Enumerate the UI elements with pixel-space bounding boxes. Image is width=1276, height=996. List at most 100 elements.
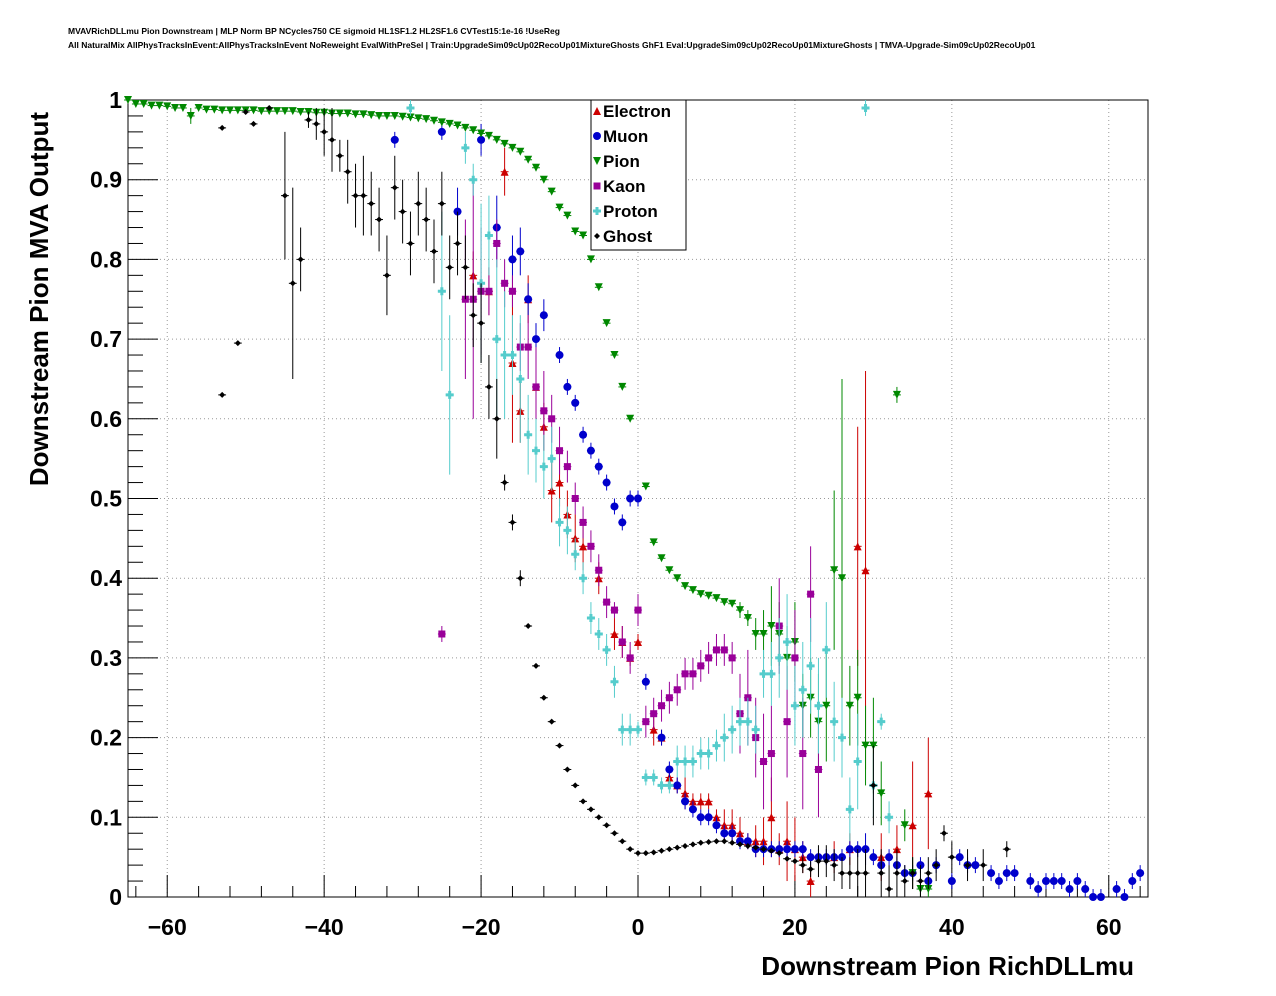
data-point-electron (767, 813, 776, 822)
data-point-proton (665, 781, 674, 790)
data-point-proton (806, 661, 815, 670)
legend-marker-proton (593, 207, 601, 215)
data-point-kaon (548, 415, 556, 423)
y-axis-label: Downstream Pion MVA Output (24, 112, 54, 486)
data-point-pion (665, 566, 674, 575)
data-point-ghost (548, 718, 555, 725)
data-point-ghost (862, 870, 869, 877)
data-point-ghost (391, 184, 398, 191)
data-point-pion (657, 554, 666, 563)
data-point-muon (1073, 877, 1082, 886)
data-point-proton (618, 725, 627, 734)
data-point-proton (877, 717, 886, 726)
data-point-pion (751, 629, 760, 638)
data-point-proton (547, 454, 556, 463)
data-point-proton (838, 733, 846, 742)
data-point-proton (681, 757, 690, 766)
data-point-ghost (493, 415, 500, 422)
data-point-kaon (689, 670, 697, 678)
data-point-pion (171, 103, 180, 112)
data-point-ghost (399, 208, 406, 215)
data-point-pion (892, 390, 901, 399)
data-point-ghost (650, 849, 657, 856)
data-point-pion (728, 599, 737, 608)
data-point-ghost (870, 782, 877, 789)
data-point-muon (539, 311, 548, 320)
data-point-pion (257, 107, 266, 116)
data-point-ghost (744, 842, 751, 849)
data-point-ghost (682, 842, 689, 849)
data-point-electron (696, 797, 705, 806)
data-point-ghost (784, 855, 791, 862)
data-point-kaon (681, 670, 689, 678)
data-point-electron (704, 797, 713, 806)
y-tick-label: 0 (109, 884, 122, 910)
data-point-kaon (783, 718, 791, 726)
data-point-pion (877, 789, 886, 798)
data-point-pion (178, 103, 187, 112)
data-point-electron (908, 821, 917, 830)
data-point-muon (641, 677, 650, 686)
data-point-ghost (658, 847, 665, 854)
data-point-kaon (697, 662, 705, 670)
data-point-ghost (431, 248, 437, 255)
data-point-pion (720, 598, 729, 607)
data-point-kaon (485, 287, 493, 295)
data-point-pion (563, 211, 572, 220)
data-point-proton (657, 781, 666, 790)
data-point-kaon (501, 279, 509, 287)
data-point-muon (712, 821, 721, 830)
data-point-pion (218, 106, 227, 115)
data-point-pion (461, 123, 470, 132)
x-axis-label: Downstream Pion RichDLLmu (761, 951, 1134, 981)
data-point-ghost (933, 862, 940, 869)
data-point-ghost (321, 128, 328, 135)
data-point-ghost (368, 200, 375, 207)
data-point-ghost (509, 519, 516, 526)
y-tick-label: 0.2 (90, 725, 122, 751)
series-electron (469, 147, 933, 897)
data-point-muon (1120, 893, 1129, 901)
data-point-muon (775, 845, 784, 854)
data-point-kaon (524, 343, 532, 351)
data-point-muon (1049, 877, 1058, 886)
data-point-kaon (493, 239, 501, 247)
data-point-proton (602, 645, 611, 654)
data-point-ghost (713, 838, 720, 845)
data-point-pion (210, 105, 219, 114)
legend-box (590, 99, 687, 251)
data-point-ghost (823, 858, 830, 865)
data-point-muon (563, 382, 572, 391)
data-point-muon (594, 462, 603, 471)
data-point-proton (437, 287, 446, 296)
data-point-ghost (635, 850, 641, 857)
data-point-muon (798, 845, 807, 854)
data-point-kaon (508, 287, 516, 295)
data-point-pion (822, 701, 831, 710)
data-point-muon (728, 829, 737, 838)
data-point-proton (524, 430, 533, 439)
data-point-ghost (266, 104, 273, 111)
data-point-muon (508, 255, 517, 264)
data-point-pion (767, 622, 776, 631)
data-point-muon (437, 127, 446, 136)
data-point-muon (586, 446, 595, 455)
data-point-ghost (360, 192, 367, 199)
data-point-kaon (665, 694, 673, 702)
data-point-ghost (674, 844, 681, 851)
data-point-proton (830, 717, 839, 726)
data-point-pion (579, 231, 588, 240)
data-point-electron (579, 542, 588, 551)
data-point-muon (477, 135, 486, 144)
data-point-proton (532, 446, 540, 455)
x-tick-label: −40 (305, 914, 344, 940)
data-point-kaon (579, 518, 587, 526)
data-point-kaon (760, 758, 768, 766)
data-point-kaon (587, 542, 595, 550)
data-point-muon (1112, 885, 1121, 894)
series-ghost (218, 104, 1011, 897)
data-point-muon (571, 398, 580, 407)
data-point-proton (696, 749, 705, 758)
data-point-proton (798, 685, 807, 694)
data-point-ghost (454, 240, 461, 247)
